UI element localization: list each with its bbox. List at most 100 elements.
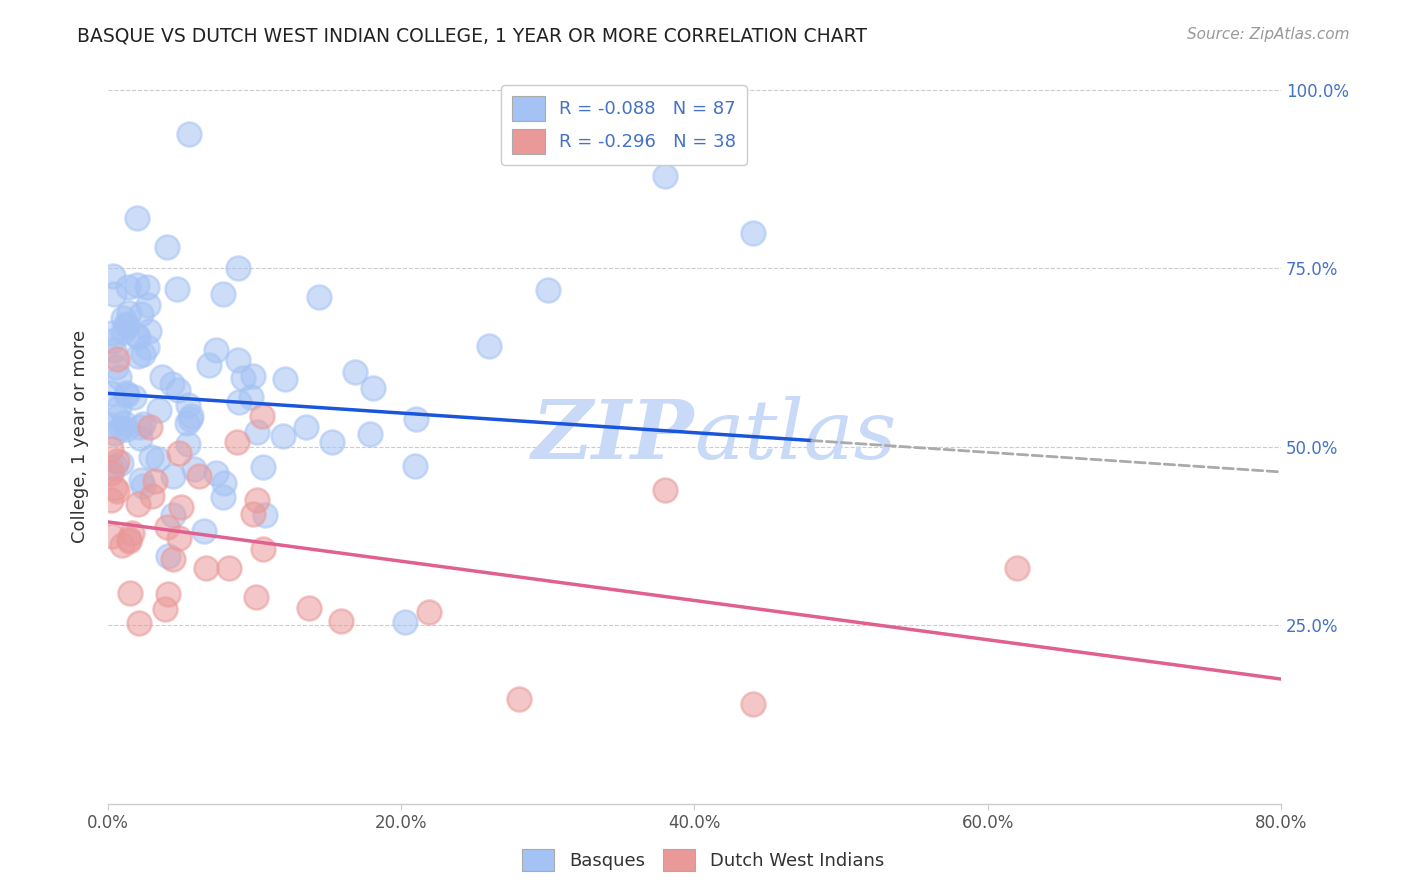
Point xyxy=(246,425,269,439)
Point xyxy=(308,290,330,304)
Point xyxy=(177,437,200,451)
Point xyxy=(115,421,138,435)
Point xyxy=(128,616,150,631)
Point xyxy=(245,591,267,605)
Point xyxy=(654,483,676,497)
Point xyxy=(111,538,134,552)
Point xyxy=(136,298,159,312)
Point xyxy=(394,615,416,629)
Point xyxy=(188,469,211,483)
Point xyxy=(129,307,152,321)
Point xyxy=(167,531,190,545)
Point xyxy=(246,493,269,508)
Legend: R = -0.088   N = 87, R = -0.296   N = 38: R = -0.088 N = 87, R = -0.296 N = 38 xyxy=(502,85,747,165)
Point xyxy=(105,484,128,499)
Point xyxy=(100,466,122,480)
Point xyxy=(177,398,200,412)
Point xyxy=(239,390,262,404)
Point xyxy=(153,602,176,616)
Point xyxy=(157,549,180,564)
Point xyxy=(418,605,440,619)
Point xyxy=(160,376,183,391)
Point xyxy=(127,349,149,363)
Text: ZIP: ZIP xyxy=(531,396,695,476)
Point xyxy=(156,240,179,254)
Point xyxy=(117,319,139,334)
Point xyxy=(218,561,240,575)
Point xyxy=(742,226,765,240)
Point xyxy=(193,524,215,539)
Text: BASQUE VS DUTCH WEST INDIAN COLLEGE, 1 YEAR OR MORE CORRELATION CHART: BASQUE VS DUTCH WEST INDIAN COLLEGE, 1 Y… xyxy=(77,27,868,45)
Point xyxy=(212,490,235,504)
Point xyxy=(105,454,128,468)
Point xyxy=(114,317,136,331)
Text: atlas: atlas xyxy=(695,396,897,476)
Point xyxy=(127,497,149,511)
Point xyxy=(104,481,127,495)
Point xyxy=(252,459,274,474)
Point xyxy=(111,325,134,339)
Point xyxy=(141,450,163,465)
Point xyxy=(195,561,218,575)
Point xyxy=(176,416,198,430)
Point xyxy=(100,460,122,475)
Point xyxy=(537,283,560,297)
Point xyxy=(103,286,125,301)
Point xyxy=(127,211,149,226)
Point xyxy=(321,434,343,449)
Point xyxy=(226,353,249,368)
Point xyxy=(298,601,321,615)
Point xyxy=(118,533,141,548)
Point xyxy=(136,340,159,354)
Point xyxy=(110,457,132,471)
Point xyxy=(114,417,136,431)
Point xyxy=(242,369,264,384)
Point xyxy=(108,400,131,414)
Point xyxy=(212,287,235,301)
Point xyxy=(405,412,427,426)
Point xyxy=(271,428,294,442)
Point xyxy=(105,351,128,366)
Point xyxy=(180,409,202,423)
Point xyxy=(129,430,152,444)
Point xyxy=(124,390,146,404)
Point xyxy=(156,587,179,601)
Point xyxy=(242,507,264,521)
Point xyxy=(183,461,205,475)
Point xyxy=(212,475,235,490)
Point xyxy=(148,402,170,417)
Point xyxy=(254,508,277,523)
Point xyxy=(478,339,501,353)
Point xyxy=(166,383,188,397)
Point xyxy=(118,532,141,546)
Point xyxy=(108,370,131,384)
Point xyxy=(162,468,184,483)
Point xyxy=(104,425,127,440)
Point xyxy=(143,475,166,489)
Point xyxy=(101,326,124,341)
Point xyxy=(146,451,169,466)
Point xyxy=(1005,561,1028,575)
Point xyxy=(162,508,184,523)
Point xyxy=(167,446,190,460)
Legend: Basques, Dutch West Indians: Basques, Dutch West Indians xyxy=(515,842,891,879)
Point xyxy=(114,386,136,401)
Point xyxy=(103,343,125,358)
Point xyxy=(117,280,139,294)
Point xyxy=(329,614,352,628)
Point xyxy=(103,269,125,284)
Point xyxy=(111,310,134,325)
Point xyxy=(131,347,153,361)
Point xyxy=(105,360,128,375)
Point xyxy=(179,412,201,426)
Point xyxy=(166,282,188,296)
Point xyxy=(205,343,228,357)
Point xyxy=(125,327,148,342)
Point xyxy=(105,409,128,424)
Point xyxy=(404,458,426,473)
Point xyxy=(742,697,765,711)
Point xyxy=(129,473,152,487)
Point xyxy=(101,529,124,543)
Point xyxy=(100,385,122,400)
Point xyxy=(252,541,274,556)
